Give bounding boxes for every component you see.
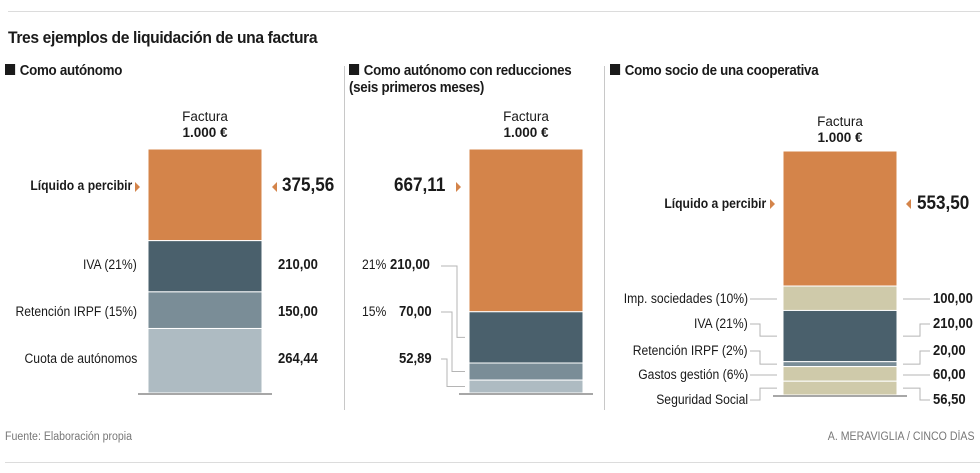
panel-1-value-irpf: 150,00 [278, 304, 318, 320]
total-label: Factura [182, 109, 228, 124]
panel-3-label-iva: IVA (21%) [694, 316, 748, 331]
leader-line-irpf [441, 311, 465, 373]
bar-segment-2-4 [468, 379, 584, 394]
panel-3-subtitle-text: Como socio de una cooperativa [624, 63, 819, 79]
panel-3-label-liquido: Líquido a percibir [664, 196, 766, 211]
total-label: Factura [817, 114, 863, 129]
bar-segment-1-1 [147, 148, 263, 242]
pointer-right-icon [770, 199, 775, 209]
bar-segment-3-3 [782, 309, 898, 363]
source-note: Fuente: Elaboración propia [5, 431, 133, 443]
leader-line-right-2 [903, 323, 930, 337]
chart-title: Tres ejemplos de liquidación de una fact… [8, 28, 318, 47]
panel-2-total: Factura 1.000 € [461, 109, 591, 141]
panel-2-value-cuota: 52,89 [399, 351, 432, 367]
panel-divider-1 [344, 66, 345, 410]
square-bullet-icon [610, 64, 621, 75]
panel-2-label-irpf-pct: 15% [362, 304, 387, 319]
panel-2-value-liquido: 667,11 [394, 175, 446, 196]
pointer-left-icon [906, 199, 911, 209]
panel-1-value-iva: 210,00 [278, 257, 318, 273]
panel-2-subtitle-text: Como autónomo con reducciones [363, 63, 572, 79]
top-rule [8, 11, 980, 12]
panel-3-label-impsoc: Imp. sociedades (10%) [623, 291, 748, 306]
panel-3-label-gastos: Gastos gestión (6%) [637, 367, 748, 382]
panel-1-label-cuota: Cuota de autónomos [24, 351, 137, 366]
panel-3-value-impsoc: 100,00 [933, 291, 973, 307]
panel-1-label-iva: IVA (21%) [83, 257, 137, 272]
panel-3-value-irpf: 20,00 [933, 343, 966, 359]
leader-line-iva [441, 265, 465, 338]
bar-segment-2-1 [468, 148, 584, 313]
credit-note: A. MERAVIGLIA / CINCO DÍAS [828, 431, 975, 443]
leader-line-left-5 [750, 387, 777, 401]
bar-segment-3-4 [782, 361, 898, 368]
bar-segment-3-1 [782, 150, 898, 287]
pointer-right-icon [456, 182, 461, 192]
bar-segment-3-2 [782, 285, 898, 311]
panel-1-label-liquido: Líquido a percibir [30, 178, 132, 193]
total-value: 1.000 € [503, 125, 549, 140]
panel-3-value-iva: 210,00 [933, 316, 973, 332]
square-bullet-icon [349, 64, 360, 75]
panel-2-value-iva: 210,00 [390, 257, 430, 273]
panel-3-value-ss: 56,50 [933, 392, 966, 408]
panel-1-label-irpf: Retención IRPF (15%) [15, 304, 137, 319]
panel-2-subtitle: Como autónomo con reducciones (seis prime… [349, 63, 572, 97]
bar-segment-2-3 [468, 362, 584, 381]
leader-line-left-2 [750, 323, 777, 337]
total-label: Factura [503, 109, 549, 124]
bar-segment-1-3 [147, 291, 263, 329]
leader-line-cuota [441, 358, 465, 388]
panel-1-total: Factura 1.000 € [140, 109, 270, 141]
panel-1-subtitle: Como autónomo [5, 63, 122, 80]
bar-segment-3-6 [782, 380, 898, 396]
panel-2-label-iva-pct: 21% [362, 257, 387, 272]
panel-3-subtitle: Como socio de una cooperativa [610, 63, 819, 80]
leader-line-right-5 [903, 387, 930, 401]
pointer-left-icon [272, 182, 277, 192]
bar-segment-2-2 [468, 311, 584, 364]
leader-line-left-3 [750, 350, 777, 365]
panel-1-subtitle-text: Como autónomo [19, 63, 123, 79]
panel-3-label-ss: Seguridad Social [656, 392, 748, 407]
panel-3-value-gastos: 60,00 [933, 367, 966, 383]
panel-3-label-irpf: Retención IRPF (2%) [633, 343, 748, 358]
panel-2-subtitle-line2: (seis primeros meses) [349, 80, 485, 96]
square-bullet-icon [5, 64, 16, 75]
panel-1-value-liquido: 375,56 [282, 175, 335, 196]
panel-3-value-liquido: 553,50 [917, 193, 970, 214]
total-value: 1.000 € [182, 125, 228, 140]
pointer-right-icon [135, 182, 140, 192]
panel-3-total: Factura 1.000 € [775, 114, 905, 146]
bar-segment-1-4 [147, 327, 263, 394]
panel-divider-2 [604, 66, 605, 410]
panel-2-value-irpf: 70,00 [399, 304, 432, 320]
bottom-rule [5, 462, 980, 463]
panel-1-value-cuota: 264,44 [278, 351, 318, 367]
leader-line-right-3 [903, 350, 930, 365]
bar-segment-3-5 [782, 366, 898, 382]
total-value: 1.000 € [817, 130, 863, 145]
bar-segment-1-2 [147, 240, 263, 293]
